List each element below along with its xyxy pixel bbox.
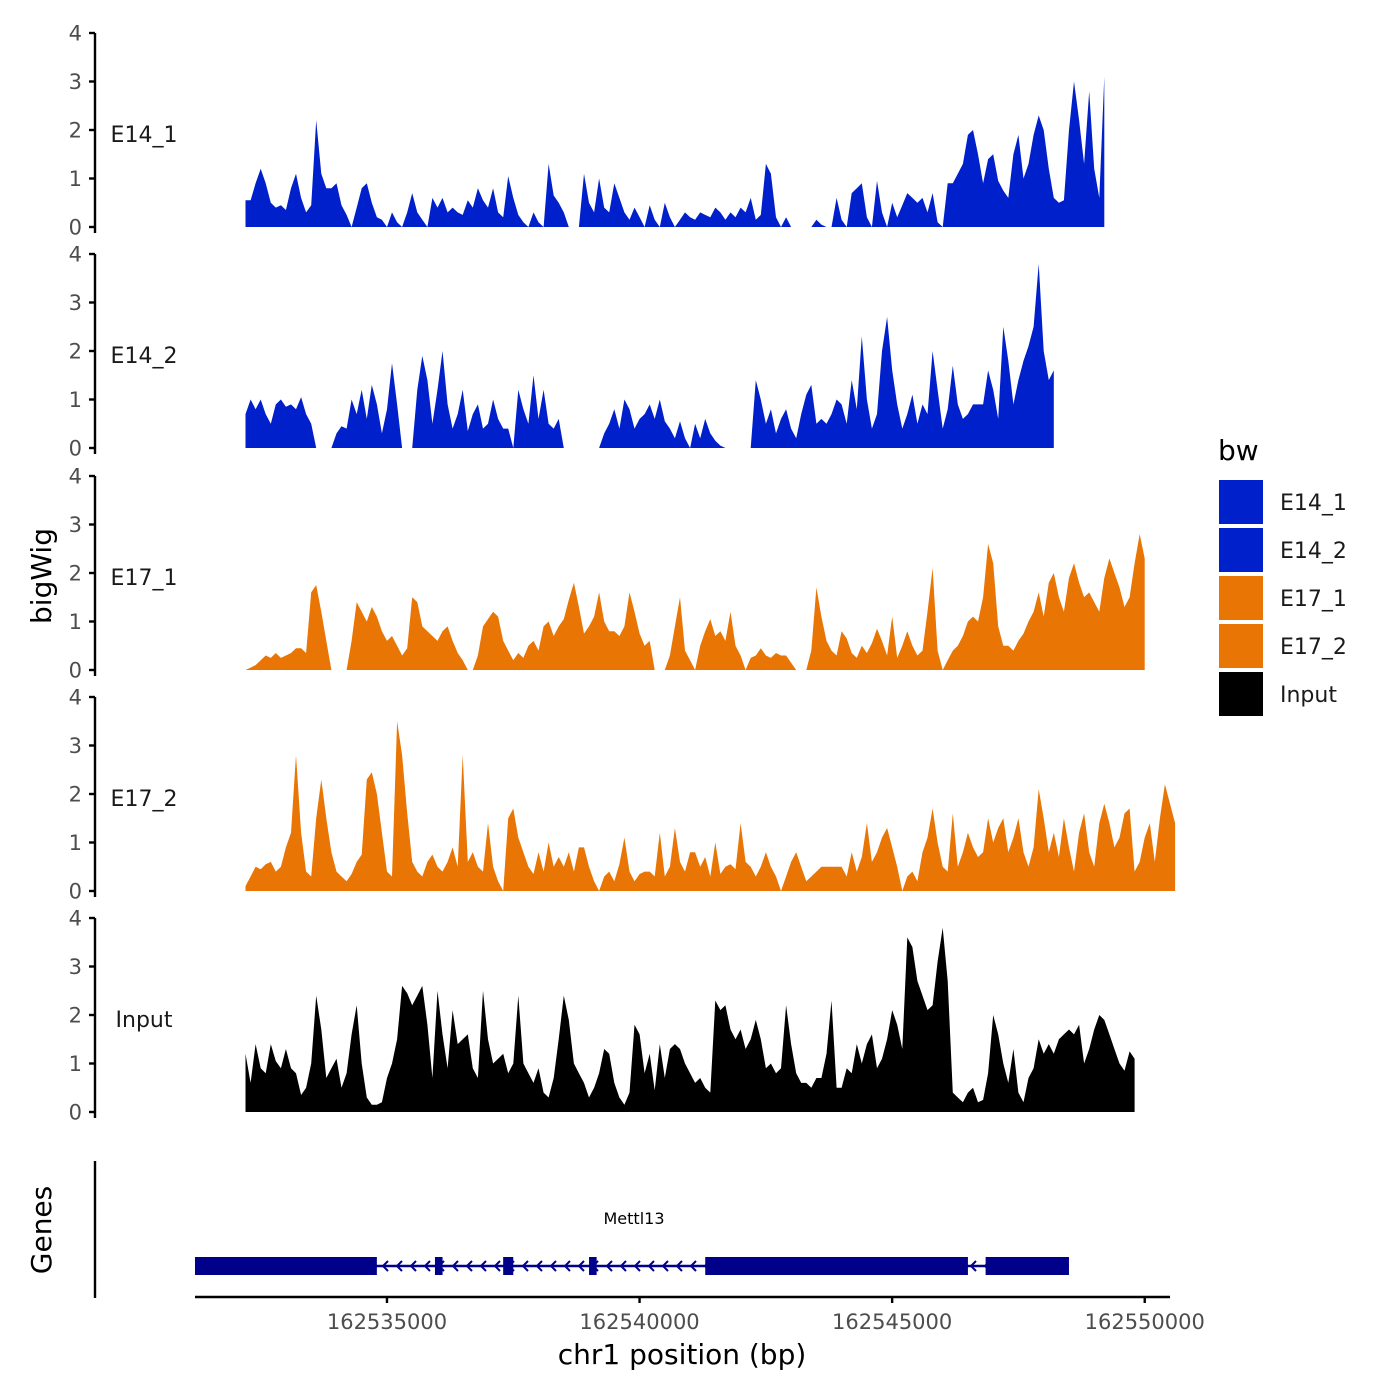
exon-block	[589, 1257, 597, 1275]
y-tick-label: 0	[69, 659, 82, 683]
strand-chevron	[451, 1260, 459, 1272]
legend-key-E14_2	[1219, 528, 1263, 572]
gene-name-label: Mettl13	[604, 1209, 665, 1228]
strand-chevron	[535, 1260, 543, 1272]
strand-chevron	[521, 1260, 529, 1272]
y-tick-label: 0	[69, 437, 82, 461]
track-E17_2: 0 1 2 3 4 E17_2	[69, 686, 1176, 904]
legend-key-E17_1	[1219, 576, 1263, 620]
y-tick-label: 0	[69, 1101, 82, 1125]
track-label-E17_1: E17_1	[111, 566, 178, 591]
y-tick-label: 2	[69, 119, 82, 143]
y-tick-label: 3	[69, 70, 82, 94]
y-tick-label: 4	[69, 907, 82, 931]
strand-chevron	[577, 1260, 585, 1272]
legend-label-E14_1: E14_1	[1280, 491, 1347, 516]
strand-chevron	[633, 1260, 641, 1272]
track-label-E17_2: E17_2	[111, 787, 178, 812]
y-tick-label: 0	[69, 880, 82, 904]
y-tick-label: 4	[69, 686, 82, 710]
legend-key-E17_2	[1219, 624, 1263, 668]
track-E14_1: 0 1 2 3 4 E14_1	[69, 22, 1105, 240]
y-tick-label: 1	[69, 388, 82, 412]
legend-label-E17_1: E17_1	[1280, 587, 1347, 612]
y-tick-label: 3	[69, 734, 82, 758]
strand-chevron	[661, 1260, 669, 1272]
signal-area-Input	[245, 927, 1135, 1112]
strand-chevron	[423, 1260, 431, 1272]
x-tick-label: 162535000	[327, 1310, 447, 1334]
legend: bw E14_1 E14_2 E17_1 E17_2 Input	[1218, 434, 1347, 716]
y-tick-label: 1	[69, 167, 82, 191]
y-tick-label: 3	[69, 291, 82, 315]
strand-chevron	[493, 1260, 501, 1272]
y-tick-label: 1	[69, 831, 82, 855]
strand-chevron	[549, 1260, 557, 1272]
x-tick-label: 162550000	[1085, 1310, 1205, 1334]
y-tick-label: 4	[69, 22, 82, 46]
legend-label-E17_2: E17_2	[1280, 635, 1347, 660]
strand-chevron	[605, 1260, 613, 1272]
y-tick-label: 2	[69, 1004, 82, 1028]
signal-area-E17_2	[245, 721, 1176, 891]
x-tick-label: 162540000	[579, 1310, 699, 1334]
legend-label-Input: Input	[1280, 683, 1337, 708]
strand-chevron	[619, 1260, 627, 1272]
exon-block	[195, 1257, 377, 1275]
strand-chevron	[969, 1260, 977, 1272]
strand-chevron	[409, 1260, 417, 1272]
exon-block	[503, 1257, 514, 1275]
y-tick-label: 2	[69, 783, 82, 807]
strand-chevron	[647, 1260, 655, 1272]
track-Input: 0 1 2 3 4 Input	[69, 907, 1135, 1125]
legend-label-E14_2: E14_2	[1280, 539, 1347, 564]
track-label-E14_1: E14_1	[111, 123, 178, 148]
y-tick-label: 1	[69, 610, 82, 634]
y-axis-title: bigWig	[25, 528, 58, 624]
signal-area-E14_1	[245, 76, 1105, 227]
y-tick-label: 2	[69, 562, 82, 586]
strand-chevron	[395, 1260, 403, 1272]
x-axis: 162535000 162540000 162545000 162550000	[195, 1295, 1205, 1334]
y-tick-label: 4	[69, 465, 82, 489]
y-tick-label: 3	[69, 955, 82, 979]
track-label-E14_2: E14_2	[111, 344, 178, 369]
signal-tracks: 0 1 2 3 4 E14_1 0 1 2 3 4 E14_2 0 1 2 3 4 E17_1 0 1 2 3 4 E17_2…	[69, 22, 1176, 1125]
exon-block	[985, 1257, 1069, 1275]
strand-chevron	[675, 1260, 683, 1272]
strand-chevron	[689, 1260, 697, 1272]
strand-chevron	[479, 1260, 487, 1272]
y-tick-label: 0	[69, 216, 82, 240]
y-tick-label: 4	[69, 243, 82, 267]
strand-chevron	[563, 1260, 571, 1272]
exon-block	[434, 1257, 443, 1275]
signal-area-E17_1	[245, 534, 1145, 670]
track-E14_2: 0 1 2 3 4 E14_2	[69, 243, 1054, 461]
x-axis-title: chr1 position (bp)	[558, 1338, 807, 1371]
track-E17_1: 0 1 2 3 4 E17_1	[69, 465, 1145, 683]
exon-block	[705, 1257, 968, 1275]
y-tick-label: 2	[69, 340, 82, 364]
strand-chevron	[381, 1260, 389, 1272]
y-tick-label: 3	[69, 513, 82, 537]
y-tick-label: 1	[69, 1052, 82, 1076]
legend-key-Input	[1219, 672, 1263, 716]
signal-area-E14_2	[245, 263, 1054, 448]
x-tick-label: 162545000	[832, 1310, 952, 1334]
legend-key-E14_1	[1219, 480, 1263, 524]
gene-track: Genes Mettl13	[25, 1161, 1069, 1298]
legend-title: bw	[1218, 434, 1259, 467]
strand-chevron	[465, 1260, 473, 1272]
track-label-Input: Input	[116, 1008, 173, 1033]
gene-track-label: Genes	[25, 1186, 58, 1274]
